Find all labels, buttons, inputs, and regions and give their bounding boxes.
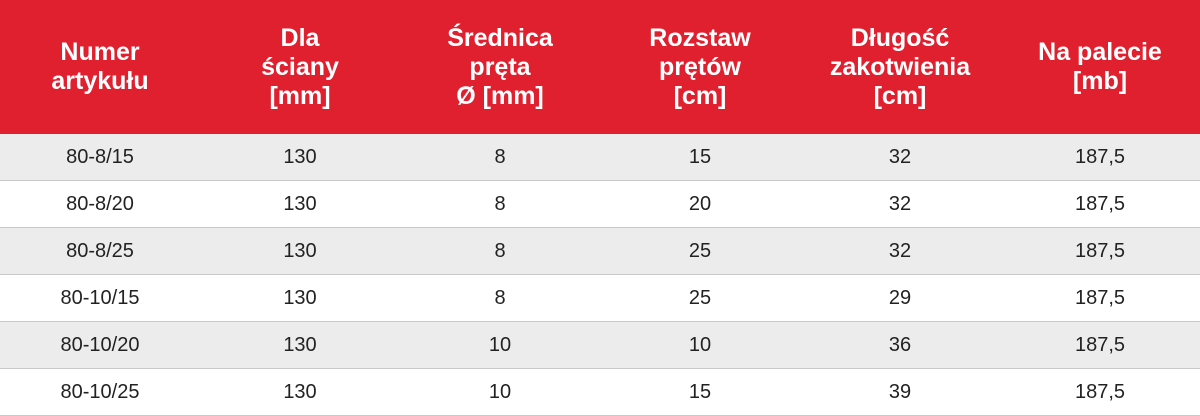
cell-bar-spacing: 15	[600, 368, 800, 416]
cell-bar-spacing: 25	[600, 274, 800, 322]
cell-article-number: 80-8/15	[0, 134, 200, 181]
cell-wall-thickness: 130	[200, 321, 400, 369]
cell-anchor-length: 32	[800, 180, 1000, 228]
header-per-pallet: Na palecie [mb]	[1000, 0, 1200, 134]
header-bar-diameter: Średnica pręta Ø [mm]	[400, 0, 600, 134]
cell-bar-spacing: 25	[600, 227, 800, 275]
table-row: 80-10/20 130 10 10 36 187,5	[0, 321, 1200, 369]
cell-anchor-length: 32	[800, 134, 1000, 181]
header-article-number: Numer artykułu	[0, 0, 200, 134]
table-row: 80-8/15 130 8 15 32 187,5	[0, 134, 1200, 181]
cell-wall-thickness: 130	[200, 368, 400, 416]
header-row: Numer artykułu Dla ściany [mm] Średnica …	[0, 0, 1200, 134]
header-anchor-length: Długość zakotwienia [cm]	[800, 0, 1000, 134]
cell-anchor-length: 39	[800, 368, 1000, 416]
cell-bar-diameter: 10	[400, 321, 600, 369]
cell-per-pallet: 187,5	[1000, 368, 1200, 416]
cell-per-pallet: 187,5	[1000, 134, 1200, 181]
cell-bar-diameter: 10	[400, 368, 600, 416]
cell-bar-diameter: 8	[400, 274, 600, 322]
cell-article-number: 80-10/20	[0, 321, 200, 369]
header-wall-thickness: Dla ściany [mm]	[200, 0, 400, 134]
cell-wall-thickness: 130	[200, 274, 400, 322]
cell-bar-diameter: 8	[400, 227, 600, 275]
table-row: 80-8/25 130 8 25 32 187,5	[0, 227, 1200, 275]
table-body: 80-8/15 130 8 15 32 187,5 80-8/20 130 8 …	[0, 134, 1200, 416]
cell-wall-thickness: 130	[200, 227, 400, 275]
cell-per-pallet: 187,5	[1000, 180, 1200, 228]
cell-article-number: 80-10/15	[0, 274, 200, 322]
table-row: 80-10/25 130 10 15 39 187,5	[0, 368, 1200, 416]
cell-per-pallet: 187,5	[1000, 274, 1200, 322]
cell-per-pallet: 187,5	[1000, 321, 1200, 369]
cell-article-number: 80-8/20	[0, 180, 200, 228]
table-row: 80-10/15 130 8 25 29 187,5	[0, 274, 1200, 322]
cell-bar-spacing: 10	[600, 321, 800, 369]
header-bar-spacing: Rozstaw prętów [cm]	[600, 0, 800, 134]
cell-bar-diameter: 8	[400, 134, 600, 181]
table-header: Numer artykułu Dla ściany [mm] Średnica …	[0, 0, 1200, 134]
cell-anchor-length: 32	[800, 227, 1000, 275]
cell-anchor-length: 36	[800, 321, 1000, 369]
cell-wall-thickness: 130	[200, 180, 400, 228]
table-row: 80-8/20 130 8 20 32 187,5	[0, 180, 1200, 228]
cell-wall-thickness: 130	[200, 134, 400, 181]
cell-article-number: 80-8/25	[0, 227, 200, 275]
cell-bar-spacing: 15	[600, 134, 800, 181]
cell-article-number: 80-10/25	[0, 368, 200, 416]
cell-bar-diameter: 8	[400, 180, 600, 228]
cell-anchor-length: 29	[800, 274, 1000, 322]
cell-bar-spacing: 20	[600, 180, 800, 228]
cell-per-pallet: 187,5	[1000, 227, 1200, 275]
